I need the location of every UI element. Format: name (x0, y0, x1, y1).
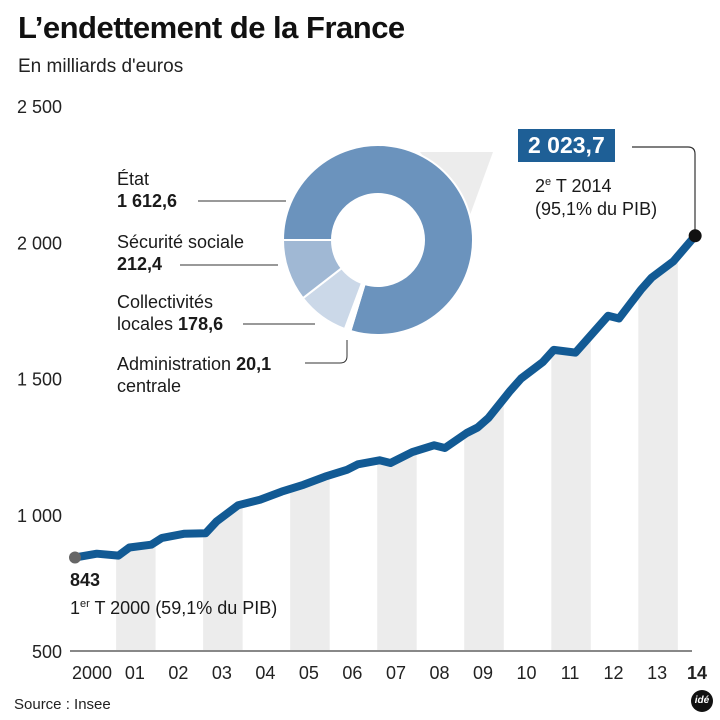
label-etat-name: État (117, 169, 150, 189)
y-tick-label: 1 000 (17, 506, 62, 526)
end-period-rest: T 2014 (551, 176, 612, 196)
label-admin: Administration 20,1 centrale (117, 353, 271, 397)
x-tick-label: 13 (647, 663, 667, 683)
start-point-marker (69, 551, 81, 564)
start-period-sup: er (80, 598, 90, 610)
x-tick-label: 06 (342, 663, 362, 683)
end-callout-connector (632, 146, 696, 230)
donut-leader-lines (180, 200, 348, 364)
x-tick-label: 2000 (72, 663, 112, 683)
donut-slice-securite-sociale (281, 239, 344, 300)
source-note: Source : Insee (14, 696, 111, 713)
end-point-marker (688, 229, 702, 243)
chart-subtitle: En milliards d'euros (18, 56, 184, 77)
x-tick-label: 12 (604, 663, 624, 683)
x-tick-label: 04 (255, 663, 275, 683)
start-value: 843 (70, 570, 101, 590)
x-tick-label: 01 (125, 663, 145, 683)
y-tick-label: 500 (32, 642, 62, 662)
x-tick-label: 14 (687, 663, 707, 683)
start-period-rest: T 2000 (59,1% du PIB) (89, 598, 278, 618)
donut-slice-etat (281, 144, 474, 336)
chart-title: L’endettement de la France (18, 10, 405, 45)
y-axis-ticks: 500 1 000 1 500 2 000 2 500 (17, 97, 62, 662)
end-pib: (95,1% du PIB) (535, 199, 658, 219)
y-tick-label: 1 500 (17, 370, 62, 390)
x-tick-label: 07 (386, 663, 406, 683)
end-value-badge: 2 023,7 (518, 129, 615, 162)
x-tick-label: 05 (299, 663, 319, 683)
end-period-prefix: 2 (535, 176, 546, 196)
label-admin-value: 20,1 (236, 354, 272, 374)
publisher-logo: idé (691, 690, 713, 712)
label-etat-value: 1 612,6 (117, 191, 178, 211)
x-tick-label: 09 (473, 663, 493, 683)
label-admin-name1: Administration (117, 354, 232, 374)
end-period-sup: e (545, 176, 552, 188)
label-collectivites: Collectivités locales 178,6 (117, 291, 223, 335)
label-secu-name: Sécurité sociale (117, 232, 245, 252)
label-admin-name2: centrale (117, 376, 182, 396)
y-tick-label: 2 500 (17, 97, 62, 117)
label-secu: Sécurité sociale 212,4 (117, 231, 244, 275)
y-tick-label: 2 000 (17, 233, 62, 253)
leader-administration (305, 340, 348, 364)
x-axis-ticks: 2000 01 02 03 04 05 06 07 08 09 10 11 12 13 14 (72, 663, 707, 683)
label-collect-name1: Collectivités (117, 292, 214, 312)
x-tick-label: 02 (168, 663, 188, 683)
label-collect-value: 178,6 (178, 314, 224, 334)
x-tick-label: 08 (429, 663, 449, 683)
start-value-caption: 843 1er T 2000 (59,1% du PIB) (70, 568, 277, 620)
year-bands (75, 100, 720, 651)
debt-line (71, 231, 700, 562)
label-etat: État 1 612,6 (117, 168, 177, 212)
label-collect-name2: locales (117, 314, 174, 334)
end-value-caption: 2e T 2014 (95,1% du PIB) (535, 171, 657, 221)
x-tick-label: 03 (212, 663, 232, 683)
label-secu-value: 212,4 (117, 254, 163, 274)
x-tick-label: 10 (517, 663, 537, 683)
donut-chart (281, 144, 493, 336)
x-tick-label: 11 (561, 663, 580, 683)
start-period-prefix: 1 (70, 598, 81, 618)
